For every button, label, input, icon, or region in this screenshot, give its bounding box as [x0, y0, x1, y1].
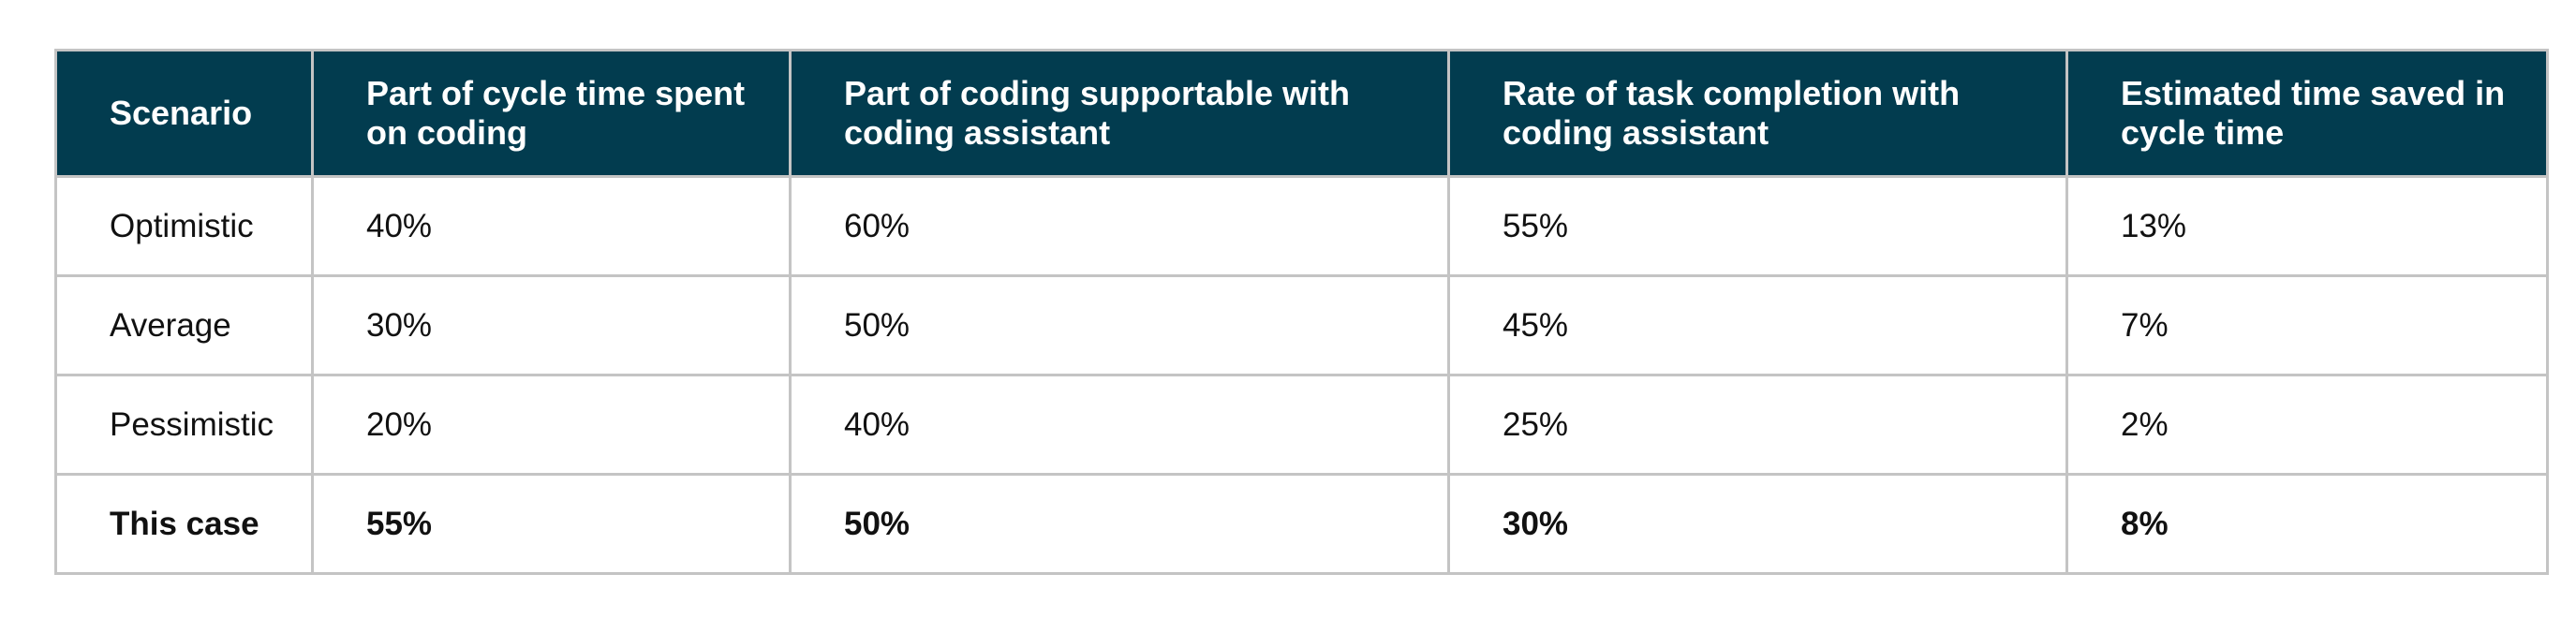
cell-cycle-time-coding: 20%	[311, 374, 792, 476]
cell-scenario: Optimistic	[54, 175, 314, 277]
table-row-optimistic: Optimistic 40% 60% 55% 13%	[54, 175, 2549, 277]
cell-time-saved: 13%	[2065, 175, 2549, 277]
cell-coding-supportable: 40%	[789, 374, 1450, 476]
cell-coding-supportable: 50%	[789, 274, 1450, 376]
cell-task-completion-rate: 30%	[1447, 473, 2068, 575]
header-cycle-time-coding: Part of cycle time spent on coding	[311, 49, 792, 178]
table-header: Scenario Part of cycle time spent on cod…	[54, 49, 2549, 178]
cell-cycle-time-coding: 55%	[311, 473, 792, 575]
cell-time-saved: 7%	[2065, 274, 2549, 376]
cell-task-completion-rate: 25%	[1447, 374, 2068, 476]
cell-task-completion-rate: 45%	[1447, 274, 2068, 376]
cell-task-completion-rate: 55%	[1447, 175, 2068, 277]
cell-coding-supportable: 60%	[789, 175, 1450, 277]
cell-time-saved: 2%	[2065, 374, 2549, 476]
cell-scenario: Average	[54, 274, 314, 376]
header-time-saved: Estimated time saved in cycle time	[2065, 49, 2549, 178]
header-scenario: Scenario	[54, 49, 314, 178]
header-coding-supportable: Part of coding supportable with coding a…	[789, 49, 1450, 178]
cell-scenario: This case	[54, 473, 314, 575]
table-row-pessimistic: Pessimistic 20% 40% 25% 2%	[54, 374, 2549, 476]
cell-coding-supportable: 50%	[789, 473, 1450, 575]
scenario-table: Scenario Part of cycle time spent on cod…	[54, 49, 2549, 575]
cell-cycle-time-coding: 40%	[311, 175, 792, 277]
scenario-table-container: Scenario Part of cycle time spent on cod…	[54, 49, 2549, 575]
cell-time-saved: 8%	[2065, 473, 2549, 575]
header-row: Scenario Part of cycle time spent on cod…	[54, 49, 2549, 178]
header-task-completion-rate: Rate of task completion with coding assi…	[1447, 49, 2068, 178]
table-row-this-case: This case 55% 50% 30% 8%	[54, 473, 2549, 575]
table-body: Optimistic 40% 60% 55% 13% Average 30% 5…	[54, 175, 2549, 575]
cell-cycle-time-coding: 30%	[311, 274, 792, 376]
table-row-average: Average 30% 50% 45% 7%	[54, 274, 2549, 376]
cell-scenario: Pessimistic	[54, 374, 314, 476]
